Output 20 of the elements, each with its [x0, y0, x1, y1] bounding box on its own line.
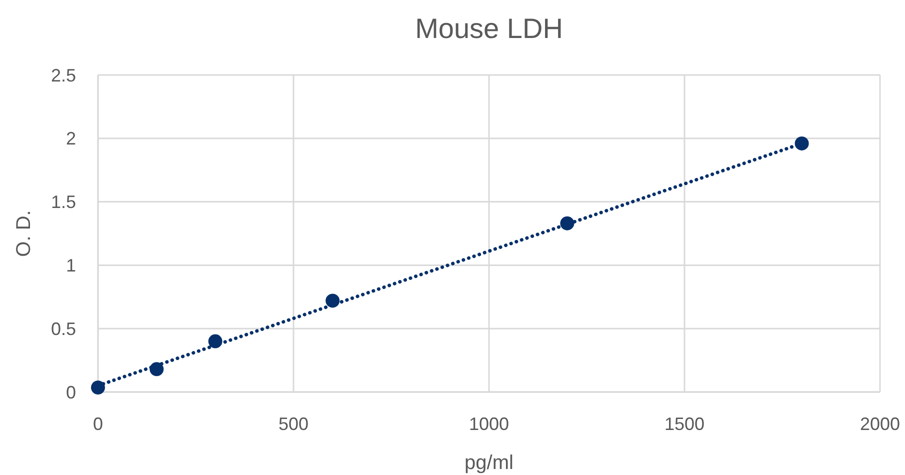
y-tick-label: 0	[66, 382, 76, 402]
chart-title: Mouse LDH	[415, 13, 563, 44]
x-tick-label: 0	[92, 414, 104, 434]
x-tick-label: 1000	[468, 414, 510, 434]
point	[208, 334, 222, 348]
y-tick-label: 2.5	[50, 65, 76, 86]
y-tick-label: 0.5	[50, 318, 76, 339]
point	[560, 216, 574, 230]
x-tick-label: 1500	[664, 414, 705, 434]
x-tick-label: 500	[278, 414, 309, 434]
point	[794, 136, 809, 150]
y-tick-label: 2	[66, 128, 76, 149]
point	[326, 294, 340, 308]
y-tick-label: 1.5	[50, 192, 76, 212]
x-tick-label: 2000	[860, 414, 900, 434]
point	[91, 380, 105, 395]
x-axis-title: pg/ml	[464, 452, 514, 474]
y-tick-label: 1	[66, 256, 76, 276]
y-axis-title: O. D.	[13, 210, 35, 257]
point	[150, 362, 164, 376]
